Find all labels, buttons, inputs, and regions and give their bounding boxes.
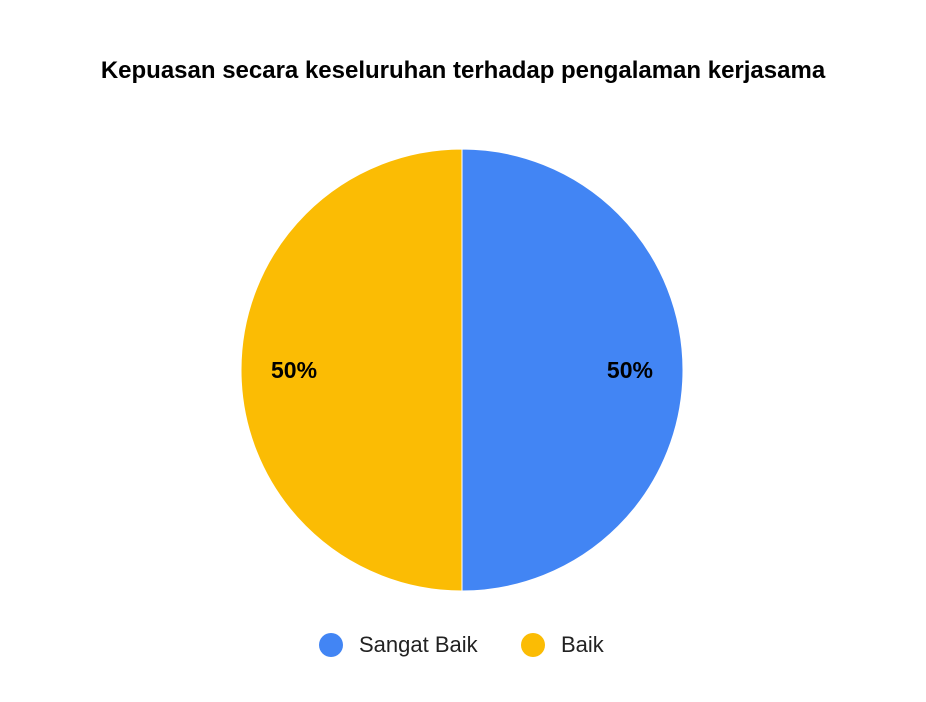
legend-swatch xyxy=(521,633,545,657)
legend-label: Baik xyxy=(561,632,604,657)
legend-label: Sangat Baik xyxy=(359,632,478,657)
legend-item-baik[interactable]: Baik xyxy=(521,632,604,658)
slice-data-label: 50% xyxy=(271,357,317,383)
pie-slice-sangat-baik[interactable] xyxy=(461,148,684,592)
slice-data-label: 50% xyxy=(607,357,653,383)
chart-title: Kepuasan secara keseluruhan terhadap pen… xyxy=(100,57,826,84)
pie-slice-baik[interactable] xyxy=(240,148,463,592)
legend-swatch xyxy=(319,633,343,657)
legend-item-sangat-baik[interactable]: Sangat Baik xyxy=(319,632,478,658)
